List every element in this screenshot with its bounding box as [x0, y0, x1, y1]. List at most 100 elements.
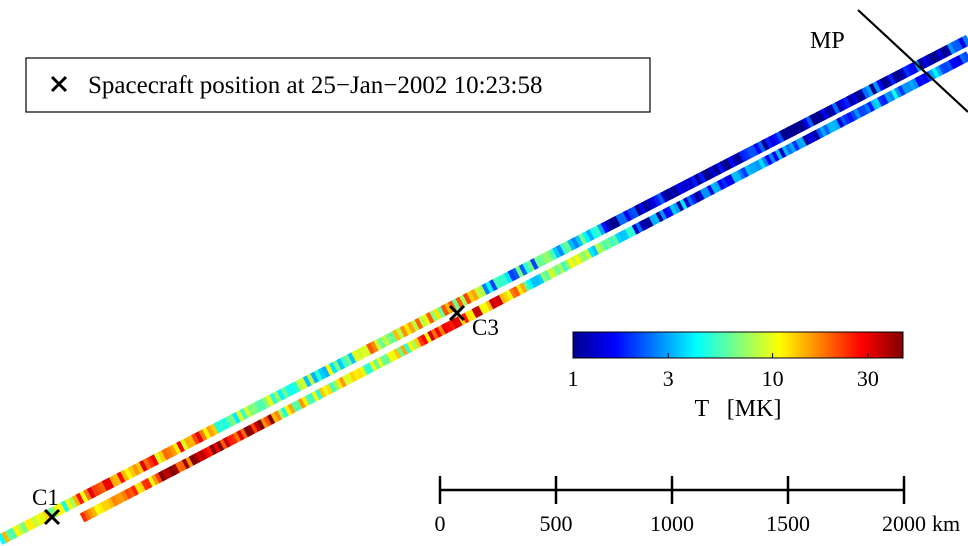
track-segment — [137, 481, 147, 493]
track-segment — [195, 451, 205, 463]
track-segment — [354, 348, 365, 361]
track-segment — [153, 452, 164, 465]
track-segment — [788, 141, 798, 153]
c3-label: C3 — [472, 315, 499, 340]
track-segment — [178, 459, 188, 471]
track-segment — [427, 330, 436, 342]
track-segment — [318, 387, 327, 399]
track-segment — [150, 454, 160, 467]
track-segment — [328, 361, 339, 374]
track-segment — [760, 138, 771, 151]
track-segment — [630, 205, 640, 218]
track-segment — [935, 48, 946, 61]
track-segment — [507, 269, 517, 282]
track-segment — [733, 170, 743, 182]
track-segment — [931, 67, 941, 79]
track-segment — [790, 123, 800, 136]
track-segment — [120, 469, 130, 482]
track-segment — [560, 260, 569, 272]
track-segment — [786, 125, 797, 138]
track-segment — [147, 475, 157, 487]
track-segment — [553, 264, 562, 276]
track-segment — [678, 180, 689, 193]
track-segment — [116, 471, 126, 484]
track-segment — [619, 211, 629, 224]
track-segment — [887, 90, 896, 102]
track-segment — [209, 423, 220, 436]
track-segment — [425, 311, 435, 324]
track-segment — [246, 424, 256, 436]
track-segment — [158, 470, 167, 482]
track-segment — [563, 240, 573, 253]
track-segment — [335, 378, 344, 390]
track-segment — [233, 431, 242, 443]
track-segment — [276, 388, 287, 401]
track-segment — [570, 236, 581, 249]
track-segment — [254, 400, 264, 413]
track-segment — [921, 72, 930, 84]
track-segment — [607, 236, 617, 248]
track-segment — [4, 529, 15, 542]
track-segment — [860, 104, 869, 116]
track-segment — [742, 148, 752, 161]
track-segment — [396, 346, 406, 358]
track-segment — [846, 94, 856, 107]
track-segment — [566, 257, 576, 269]
track-segment — [372, 358, 382, 370]
track-segment — [466, 290, 476, 303]
track-segment — [280, 406, 290, 418]
track-segment — [815, 127, 825, 139]
track-segment — [905, 63, 916, 76]
track-segment — [839, 115, 849, 127]
track-segment — [68, 496, 78, 509]
track-segment — [130, 484, 140, 496]
track-segment — [689, 193, 699, 205]
track-segment — [373, 338, 383, 351]
track-segment — [900, 83, 910, 95]
track-segment — [593, 225, 603, 238]
track-segment — [737, 168, 746, 180]
track-segment — [708, 165, 718, 178]
track-segment — [682, 197, 692, 208]
magnetopause-label: MP — [810, 28, 845, 54]
track-segment — [924, 54, 934, 67]
track-segment — [946, 42, 957, 55]
track-segment — [747, 163, 757, 175]
track-segment — [217, 419, 227, 432]
track-segment — [413, 337, 423, 349]
track-segment — [857, 88, 867, 101]
track-segment — [549, 266, 559, 278]
track-segment — [215, 440, 225, 452]
track-segment — [898, 67, 908, 80]
track-segment — [567, 238, 577, 251]
track-segment — [608, 217, 618, 230]
track-segment — [928, 52, 938, 65]
track-segment — [57, 502, 67, 515]
track-segment — [290, 401, 300, 413]
track-segment — [920, 55, 931, 68]
track-segment — [123, 488, 133, 500]
track-segment — [902, 65, 912, 78]
track-segment — [194, 430, 205, 443]
track-segment — [165, 446, 175, 459]
track-segment — [768, 134, 778, 147]
track-segment — [317, 367, 327, 380]
track-segment — [269, 392, 279, 405]
track-segment — [183, 436, 193, 449]
track-segment — [774, 149, 784, 160]
track-segment — [1, 530, 11, 543]
track-segment — [488, 279, 499, 292]
colorbar-tick-label: 3 — [663, 366, 674, 391]
track-segment — [749, 144, 759, 157]
track-segment — [421, 313, 432, 326]
track-segment — [624, 227, 634, 239]
track-segment — [243, 405, 253, 418]
track-segment — [444, 321, 453, 333]
track-segment — [188, 454, 198, 466]
track-segment — [339, 355, 350, 368]
track-segment — [64, 498, 74, 511]
track-segment — [783, 127, 793, 140]
track-segment — [738, 150, 748, 163]
track-segment — [246, 404, 257, 417]
track-segment — [931, 50, 942, 63]
